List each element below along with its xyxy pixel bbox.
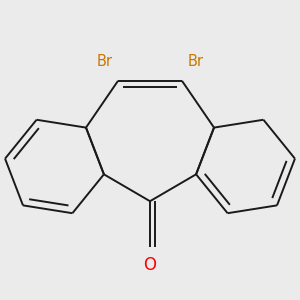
Text: Br: Br	[187, 54, 203, 69]
Text: O: O	[143, 256, 157, 274]
Text: Br: Br	[97, 54, 113, 69]
